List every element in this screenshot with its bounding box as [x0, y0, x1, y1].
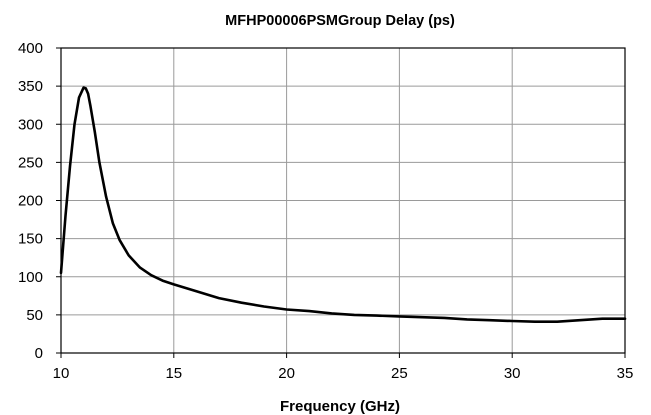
y-tick-label: 200: [18, 193, 43, 210]
y-tick-label: 300: [18, 116, 43, 133]
x-axis-label: Frequency (GHz): [280, 398, 400, 415]
chart-title: MFHP00006PSMGroup Delay (ps): [225, 13, 455, 29]
x-tick-label: 25: [391, 365, 408, 382]
series-layer: [59, 86, 627, 323]
y-tick-label: 50: [26, 307, 43, 324]
x-axis-ticks: 10 15 20 25 30 35: [53, 353, 634, 382]
gridlines: [61, 48, 625, 353]
x-tick-label: 15: [165, 365, 182, 382]
group-delay-series-line: [59, 86, 627, 323]
y-tick-label: 400: [18, 40, 43, 57]
y-tick-label: 0: [35, 345, 43, 362]
y-axis-ticks: 0 50 100 150 200 250 300 350 400: [18, 40, 61, 362]
y-tick-label: 250: [18, 154, 43, 171]
y-tick-label: 350: [18, 78, 43, 95]
y-tick-label: 150: [18, 231, 43, 248]
y-tick-label: 100: [18, 269, 43, 286]
x-tick-label: 10: [53, 365, 70, 382]
x-tick-label: 35: [617, 365, 634, 382]
x-tick-label: 20: [278, 365, 295, 382]
x-tick-label: 30: [504, 365, 521, 382]
